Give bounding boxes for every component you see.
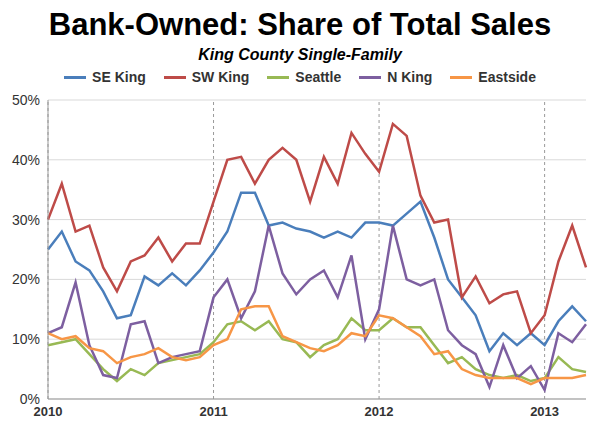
html-text:Bank-Owned: Share of Total Sal: Bank-Owned: Share of Total Sales — [48, 7, 552, 42]
svg-text:30%: 30% — [12, 212, 40, 228]
svg-text:2012: 2012 — [365, 404, 394, 419]
svg-text:0%: 0% — [20, 391, 40, 407]
svg-text:10%: 10% — [12, 331, 40, 347]
html-text:King County Single-Family: King County Single-Family — [198, 46, 402, 63]
svg-text:2010: 2010 — [33, 404, 63, 420]
svg-text:50%: 50% — [12, 92, 40, 108]
html-text:Eastside: Eastside — [478, 69, 536, 85]
html-text:N King: N King — [387, 69, 433, 85]
svg-text:20%: 20% — [12, 271, 40, 287]
svg-text:40%: 40% — [12, 152, 40, 168]
html-text:Seattle: Seattle — [295, 69, 342, 85]
html-text:SE King: SE King — [92, 69, 146, 85]
svg-text:2011: 2011 — [199, 404, 227, 419]
html-text:SW King: SW King — [191, 69, 250, 85]
svg-text:2013: 2013 — [530, 404, 559, 419]
